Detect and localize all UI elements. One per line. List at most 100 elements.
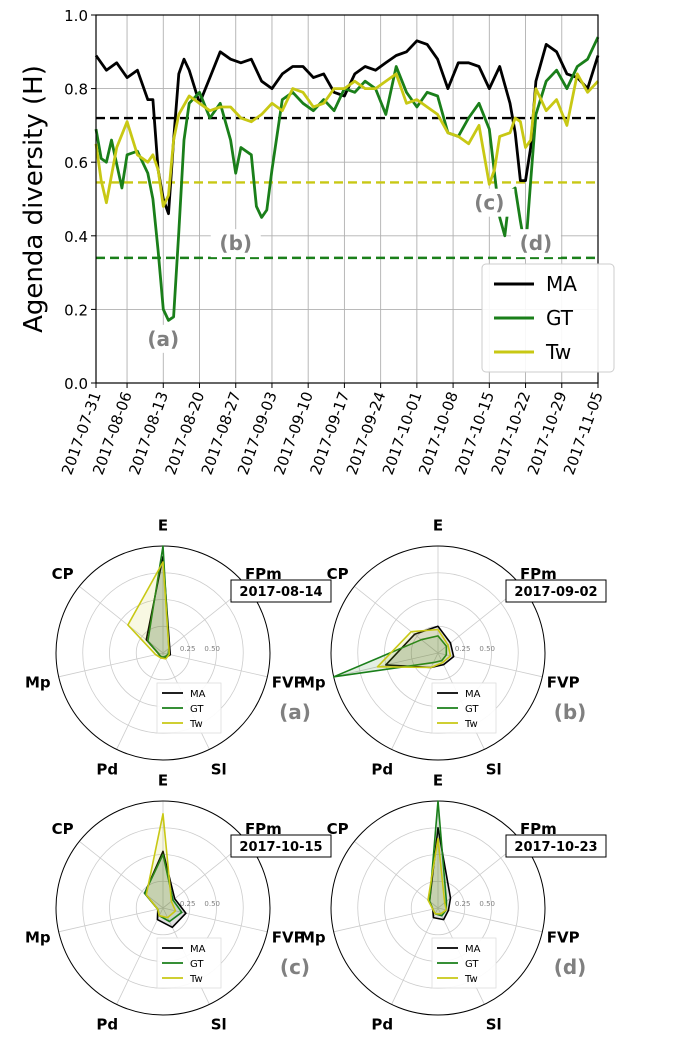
radar-category-label: Mp xyxy=(300,674,326,692)
radar-date-box xyxy=(505,579,607,603)
radar-date-label: 2017-10-15 xyxy=(239,840,322,855)
annotation-label: (d) xyxy=(520,231,553,255)
y-tick-label: 0.4 xyxy=(64,228,88,246)
radar-frame xyxy=(55,800,271,1016)
radar-category-label: CP xyxy=(327,820,349,838)
y-axis-title: Agenda diversity (H) xyxy=(19,65,49,333)
radar-category-label: CP xyxy=(52,820,74,838)
plot-frame xyxy=(95,14,599,384)
radar-category-label: Sl xyxy=(211,1016,227,1034)
radar-legend-label-ma: MA xyxy=(465,689,481,700)
radar-category-label: Sl xyxy=(486,761,502,779)
radar-r-tick-label: 0.25 xyxy=(180,645,196,653)
radar-spoke xyxy=(162,652,268,678)
radar-chart-c: 0.25 0.50 E FPm FVP Sl Pd Mp CP 2017-10-15 MA GT Tw (… xyxy=(25,772,332,1034)
radar-spoke xyxy=(58,652,164,678)
radar-spoke xyxy=(58,907,164,933)
radar-panel-label: (d) xyxy=(554,955,587,979)
radar-category-label: CP xyxy=(52,565,74,583)
radar-spoke xyxy=(437,907,543,933)
radar-date-label: 2017-10-23 xyxy=(514,840,597,855)
radar-legend-label-ma: MA xyxy=(190,944,206,955)
radar-category-label: CP xyxy=(327,565,349,583)
annotation-label: (c) xyxy=(474,191,504,215)
radar-category-label: E xyxy=(433,772,443,790)
series-line-tw xyxy=(94,72,600,208)
radar-category-label: E xyxy=(158,517,168,535)
radar-date-box xyxy=(230,579,332,603)
radar-r-tick-label: 0.50 xyxy=(479,900,495,908)
radar-series-gt xyxy=(332,635,448,678)
radar-category-label: Mp xyxy=(25,929,51,947)
annotation-background xyxy=(464,188,515,217)
radar-legend-label-ma: MA xyxy=(465,944,481,955)
radar-series-tw xyxy=(427,837,448,915)
radar-spoke xyxy=(391,907,439,1005)
radar-legend-label-gt: GT xyxy=(465,704,479,715)
radar-panel-label: (c) xyxy=(280,955,310,979)
radar-legend-label-gt: GT xyxy=(190,959,204,970)
radar-series-tw xyxy=(145,812,177,919)
radar-category-label: FVP xyxy=(272,929,305,947)
radar-category-label: Pd xyxy=(96,761,118,779)
radar-category-label: FPm xyxy=(245,565,282,583)
annotation-background xyxy=(210,229,261,258)
radar-category-label: Pd xyxy=(371,761,393,779)
radar-r-tick-label: 0.25 xyxy=(455,900,471,908)
annotation-label: (a) xyxy=(147,327,179,351)
radar-chart-b: 0.25 0.50 E FPm FVP Sl Pd Mp CP 2017-09-02 MA GT Tw (… xyxy=(300,517,607,779)
radar-series-tw xyxy=(127,561,171,660)
radar-chart-d: 0.25 0.50 E FPm FVP Sl Pd Mp CP 2017-10-23 MA GT Tw (… xyxy=(300,772,607,1034)
radar-spoke xyxy=(162,907,268,933)
radar-panel-label: (a) xyxy=(279,700,311,724)
radar-legend-label-tw: Tw xyxy=(464,974,478,985)
radar-category-label: FVP xyxy=(547,929,580,947)
annotation-background xyxy=(138,324,189,353)
y-tick-label: 0.8 xyxy=(64,81,88,99)
radar-r-tick-label: 0.50 xyxy=(204,645,220,653)
radar-charts: 0.25 0.50 E FPm FVP Sl Pd Mp CP 2017-08-14 MA GT Tw (… xyxy=(25,517,607,1034)
radar-legend-label-tw: Tw xyxy=(189,719,203,730)
annotation-background xyxy=(510,229,561,258)
radar-r-tick-label: 0.25 xyxy=(180,900,196,908)
radar-r-tick-label: 0.50 xyxy=(479,645,495,653)
radar-spoke xyxy=(354,585,439,654)
legend-label-tw: Tw xyxy=(545,340,571,364)
radar-spoke xyxy=(391,652,439,750)
radar-category-label: FPm xyxy=(520,565,557,583)
radar-spoke xyxy=(116,907,164,1005)
radar-spoke xyxy=(354,840,439,909)
radar-panel-label: (b) xyxy=(554,700,587,724)
radar-category-label: E xyxy=(158,772,168,790)
radar-category-label: Pd xyxy=(371,1016,393,1034)
radar-category-label: Mp xyxy=(25,674,51,692)
radar-date-box xyxy=(505,834,607,858)
y-tick-label: 0.2 xyxy=(64,301,88,319)
radar-frame xyxy=(330,545,546,761)
radar-spoke xyxy=(333,907,439,933)
legend-label-gt: GT xyxy=(546,306,574,330)
radar-date-label: 2017-09-02 xyxy=(514,585,597,600)
radar-category-label: FPm xyxy=(520,820,557,838)
radar-category-label: FPm xyxy=(245,820,282,838)
radar-date-box xyxy=(230,834,332,858)
radar-category-label: Pd xyxy=(96,1016,118,1034)
radar-category-label: FVP xyxy=(272,674,305,692)
radar-category-label: Sl xyxy=(486,1016,502,1034)
y-tick-label: 0.6 xyxy=(64,154,88,172)
radar-legend-label-gt: GT xyxy=(190,704,204,715)
legend-label-ma: MA xyxy=(546,272,577,296)
radar-legend-label-ma: MA xyxy=(190,689,206,700)
radar-spoke xyxy=(79,840,164,909)
radar-series-tw xyxy=(376,628,452,669)
radar-date-label: 2017-08-14 xyxy=(239,585,322,600)
radar-category-label: Mp xyxy=(300,929,326,947)
radar-r-tick-label: 0.25 xyxy=(455,645,471,653)
radar-legend-label-tw: Tw xyxy=(189,974,203,985)
radar-category-label: E xyxy=(433,517,443,535)
radar-category-label: FVP xyxy=(547,674,580,692)
annotation-label: (b) xyxy=(219,231,252,255)
y-tick-label: 1.0 xyxy=(64,7,88,25)
radar-spoke xyxy=(437,652,543,678)
